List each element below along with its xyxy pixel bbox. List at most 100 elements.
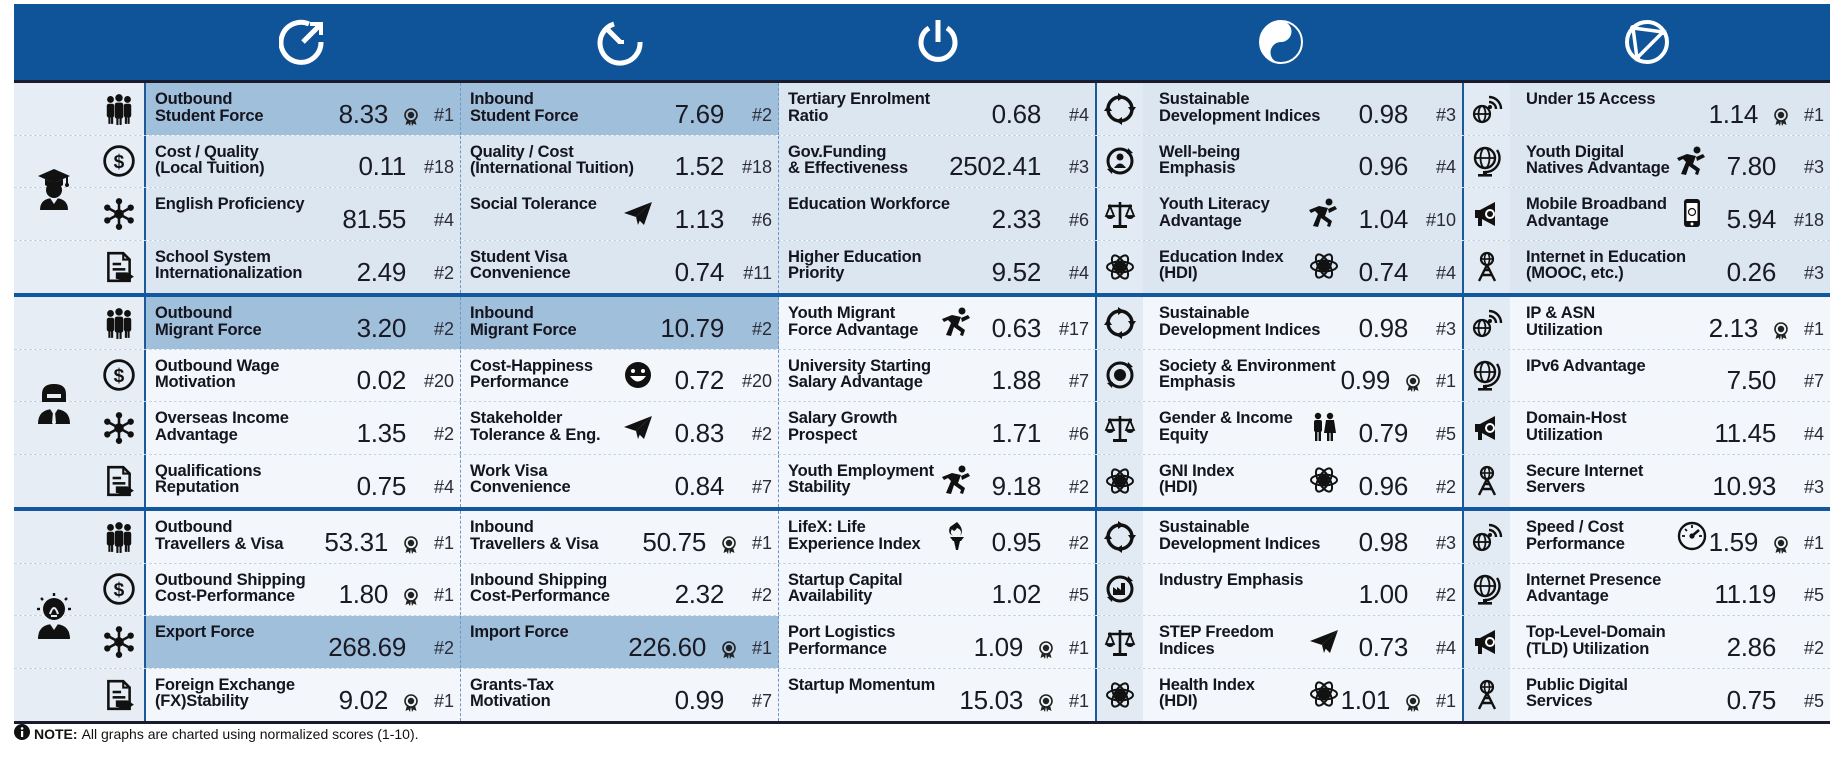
footnote: NOTE: All graphs are charted using norma… — [14, 724, 419, 743]
metric-label: STEP Freedom Indices — [1159, 624, 1274, 657]
metric-label-line: Export Force — [155, 623, 255, 641]
metric-label: Port Logistics Performance — [788, 624, 895, 657]
metric-label: Sustainable Development Indices — [1159, 305, 1320, 338]
row-icon-cell — [94, 83, 144, 135]
metric-value: 0.99 — [1340, 365, 1391, 395]
group-icon-column — [14, 240, 94, 293]
metric-label: Export Force — [155, 623, 255, 641]
metric-cell: Sustainable Development Indices 0.98 #3 — [1097, 297, 1464, 349]
worker-icon — [38, 384, 70, 425]
metric-cell: Work Visa Convenience 0.84 #7 — [461, 454, 779, 507]
globe-stand-icon — [1473, 361, 1501, 391]
globe-network-icon — [1625, 20, 1669, 64]
rank-badge: #2 — [1435, 477, 1456, 497]
cell-left-icon-wrap — [1464, 454, 1510, 507]
metric-label-line: Outbound Shipping — [155, 570, 306, 589]
metric-label-line: Gender & Income — [1159, 409, 1293, 427]
metric-label-line: Services — [1526, 692, 1593, 710]
metric-label: Stakeholder Tolerance & Eng. — [470, 410, 601, 443]
megaphone-icon — [1475, 629, 1495, 654]
cycle-icon — [1104, 92, 1136, 125]
rank-badge: #3 — [1435, 104, 1456, 125]
metric-cell: IPv6 Advantage 7.50 #7 — [1464, 349, 1830, 401]
metric-cell: Internet Presence Advantage 11.19 #5 — [1464, 563, 1830, 615]
metric-label-line: Qualifications — [155, 461, 262, 480]
metric-value: 10.93 — [1712, 471, 1776, 501]
metric-label-line: Force Advantage — [788, 320, 919, 339]
metric-label-line: Inbound — [470, 304, 534, 322]
metric-label: Youth Migrant Force Advantage — [788, 305, 918, 338]
metric-label: Overseas Income Advantage — [155, 410, 289, 443]
recycle-person-icon — [1106, 147, 1134, 175]
metric-value: 1.88 — [991, 365, 1042, 395]
row-icon-cell — [94, 616, 144, 668]
runner-icon — [1309, 198, 1337, 227]
group-icon-holder — [14, 83, 94, 293]
metric-cell: Health Index (HDI) 1.01 #1 — [1097, 668, 1464, 721]
metric-cell: Cost / Quality (Local Tuition) 0.11 #18 — [144, 135, 461, 187]
cell-left-icon-wrap — [1464, 240, 1510, 293]
metric-label-line: Import Force — [470, 623, 569, 641]
metric-value: 7.50 — [1726, 365, 1777, 395]
metric-label: Internet in Education (MOOC, etc.) — [1526, 248, 1686, 282]
metric-cell: Outbound Migrant Force 3.20 #2 — [144, 297, 461, 349]
rank-badge: #3 — [1803, 157, 1824, 177]
metric-label-line: IPv6 Advantage — [1526, 356, 1646, 375]
metric-label-line: (HDI) — [1159, 478, 1198, 496]
metric-cell: Sustainable Development Indices 0.98 #3 — [1097, 511, 1464, 563]
couple-icon — [1314, 412, 1336, 441]
metric-label: Outbound Wage Motivation — [155, 357, 279, 391]
rank-badge: #11 — [743, 263, 772, 283]
metric-value: 1.04 — [1358, 203, 1409, 234]
document-icon — [107, 679, 134, 710]
metric-label-line: Travellers & Visa — [155, 534, 284, 553]
metric-label: LifeX: Life Experience Index — [788, 519, 921, 552]
medal-icon — [1774, 321, 1788, 340]
metric-label-line: Social Tolerance — [470, 195, 597, 213]
metric-label-line: Cost-Happiness — [470, 356, 593, 375]
wifi-globe-icon — [1472, 95, 1503, 123]
medal-icon — [404, 588, 418, 606]
row-icon-cell: $ — [94, 349, 144, 401]
metric-label-line: Work Visa — [470, 461, 548, 480]
metric-cell: English Proficiency 81.55 #4 — [144, 188, 461, 240]
metric-cell: Inbound Shipping Cost-Performance 2.32 #2 — [461, 563, 779, 615]
metric-cell: Foreign Exchange (FX)Stability 9.02 #1 — [144, 668, 461, 721]
metric-value: 9.52 — [991, 257, 1042, 287]
metric-label: Industry Emphasis — [1159, 571, 1303, 589]
metric-label: Mobile Broadband Advantage — [1526, 196, 1667, 229]
metric-cell: Salary Growth Prospect 1.71 #6 — [779, 402, 1097, 454]
people-icon — [106, 521, 132, 553]
rank-badge: #1 — [751, 532, 772, 553]
rank-badge: #6 — [1068, 423, 1089, 444]
table-row: $ Outbound Wage Motivation 0.02 #20 Cost-Happ… — [14, 349, 1830, 402]
metric-cell: STEP Freedom Indices 0.73 #4 — [1097, 616, 1464, 668]
metric-label: Foreign Exchange (FX)Stability — [155, 676, 295, 710]
metric-label-line: (HDI) — [1159, 692, 1198, 710]
metric-label-line: Society & Environment — [1159, 356, 1336, 375]
cell-left-icon-wrap — [1464, 616, 1510, 668]
rank-badge: #5 — [1435, 423, 1456, 444]
rank-badge: #3 — [1435, 532, 1456, 553]
svg-text:$: $ — [114, 152, 125, 173]
metric-label-line: Port Logistics — [788, 623, 896, 641]
metric-label-line: Advantage — [1526, 587, 1609, 605]
metric-cell: Gov.Funding & Effectiveness 2502.41 #3 — [779, 135, 1097, 187]
medal-icon — [1774, 535, 1788, 554]
metric-value: 15.03 — [959, 685, 1023, 715]
row-icon-cell — [94, 297, 144, 349]
metric-label-line: Reputation — [155, 478, 240, 496]
metric-value: 0.96 — [1358, 471, 1409, 501]
metric-label-line: IP & ASN — [1526, 304, 1596, 322]
metric-label-line: Travellers & Visa — [470, 534, 599, 553]
metric-label-line: Sustainable — [1159, 304, 1250, 322]
power-icon — [918, 20, 958, 62]
rank-badge: #1 — [1435, 371, 1456, 391]
table-row: $ Cost / Quality (Local Tuition) 0.11 #18 Qua… — [14, 135, 1830, 188]
cycle-icon — [1104, 306, 1136, 339]
student-icon — [38, 169, 70, 210]
metric-label-line: Availability — [788, 587, 873, 605]
metric-value: 2.13 — [1708, 312, 1759, 343]
metric-label-line: Indices — [1159, 639, 1215, 658]
category-group: Outbound Student Force 8.33 #1 Inbound Studen… — [14, 83, 1830, 297]
